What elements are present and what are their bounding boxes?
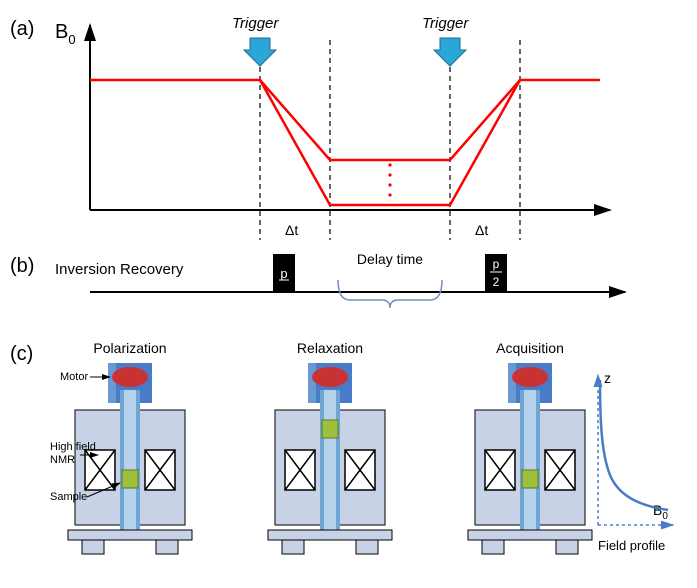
machine-2: Acquisition xyxy=(468,340,592,554)
machine-title-2: Acquisition xyxy=(496,340,564,356)
panel-a-dot xyxy=(388,173,391,176)
panel-c: (c) Polarization Relaxation Acquisition Moto… xyxy=(10,340,673,554)
sample-label: Sample xyxy=(50,491,87,503)
motor-oval xyxy=(312,367,348,387)
nmr-label-2: NMR xyxy=(50,454,75,466)
panel-a-dot xyxy=(388,193,391,196)
motor-oval xyxy=(512,367,548,387)
nmr-label-1: High field xyxy=(50,441,96,453)
trigger-label-0: Trigger xyxy=(232,15,279,32)
panel-b-label: (b) xyxy=(10,255,34,277)
trigger-arrow-1 xyxy=(434,38,466,66)
panel-a-trace-mid xyxy=(90,80,600,160)
delta-t-2: Δt xyxy=(475,222,488,238)
sample-box xyxy=(522,470,538,488)
trigger-label-1: Trigger xyxy=(422,15,469,32)
panel-a: (a) B0 Trigger Trigger Δt Δt xyxy=(10,15,610,240)
panel-c-label: (c) xyxy=(10,343,33,365)
pulse-1-text: p xyxy=(280,266,287,281)
machine-title-0: Polarization xyxy=(93,340,166,356)
b0-label: B0 xyxy=(653,502,668,522)
panel-a-label: (a) xyxy=(10,18,34,40)
delay-brace xyxy=(338,280,442,308)
z-label: z xyxy=(604,370,611,386)
motor-label: Motor xyxy=(60,371,88,383)
panel-a-dot xyxy=(388,163,391,166)
profile-curve xyxy=(600,380,668,510)
panel-b: (b) Inversion Recovery p p 2 Delay time xyxy=(10,251,625,308)
delay-label: Delay time xyxy=(357,251,423,267)
panel-a-dot xyxy=(388,183,391,186)
field-profile: z B0 Field profile xyxy=(598,370,673,553)
motor-oval xyxy=(112,367,148,387)
delta-t-1: Δt xyxy=(285,222,298,238)
sample-box xyxy=(322,420,338,438)
machine-1: Relaxation xyxy=(268,340,392,554)
pulse-2-top: p xyxy=(493,257,500,271)
trigger-arrow-0 xyxy=(244,38,276,66)
sample-box xyxy=(122,470,138,488)
machine-title-1: Relaxation xyxy=(297,340,363,356)
pulse-2-bot: 2 xyxy=(493,275,500,289)
panel-a-ylabel: B0 xyxy=(55,21,76,47)
field-profile-label: Field profile xyxy=(598,538,665,553)
inversion-recovery-label: Inversion Recovery xyxy=(55,261,184,278)
